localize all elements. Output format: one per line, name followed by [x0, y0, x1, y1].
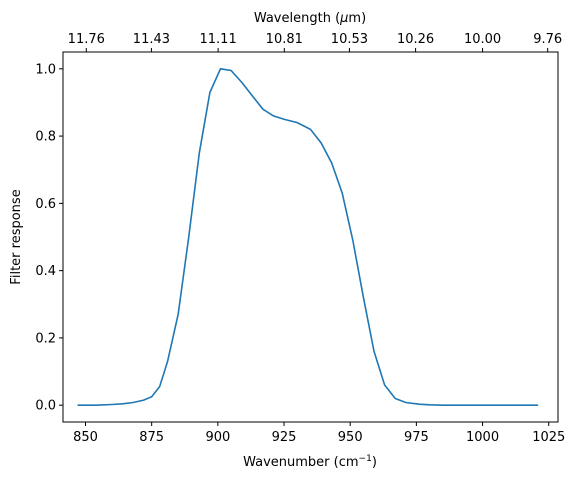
y-tick-label: 0.8 — [35, 130, 56, 145]
plot-frame — [62, 51, 559, 423]
bottom-x-axis: 850 875 900 925 950 975 1000 1025 — [73, 422, 565, 445]
x-tick-label: 875 — [139, 430, 164, 445]
y-tick-label: 0.6 — [35, 197, 56, 212]
top-tick-label: 10.26 — [397, 32, 434, 47]
top-tick-label: 10.00 — [464, 32, 501, 47]
x-tick-label: 1000 — [466, 430, 499, 445]
top-tick-label: 10.81 — [266, 32, 303, 47]
x-axis-title: Wavenumber (cm−1) — [243, 454, 377, 470]
top-tick-label: 10.53 — [331, 32, 368, 47]
y-tick-label: 0.0 — [35, 399, 56, 414]
top-tick-label: 9.76 — [533, 32, 562, 47]
top-tick-label: 11.76 — [68, 32, 105, 47]
top-tick-label: 11.11 — [200, 32, 237, 47]
x-tick-label: 925 — [272, 430, 297, 445]
y-tick-label: 0.4 — [35, 264, 56, 279]
y-axis-title: Filter response — [9, 189, 24, 284]
x-tick-label: 950 — [338, 430, 363, 445]
x-tick-label: 975 — [404, 430, 429, 445]
x-tick-label: 1025 — [532, 430, 565, 445]
y-axis: 0.0 0.2 0.4 0.6 0.8 1.0 — [35, 62, 63, 414]
top-tick-label: 11.43 — [133, 32, 170, 47]
top-x-axis-title: Wavelength (μm) — [254, 11, 366, 26]
x-tick-label: 850 — [73, 430, 98, 445]
top-x-axis: 11.76 11.43 11.11 10.81 10.53 10.26 10.00 9.76 — [68, 32, 562, 52]
x-tick-label: 900 — [205, 430, 230, 445]
y-tick-label: 1.0 — [35, 62, 56, 77]
y-tick-label: 0.2 — [35, 331, 56, 346]
series-line — [77, 67, 539, 406]
